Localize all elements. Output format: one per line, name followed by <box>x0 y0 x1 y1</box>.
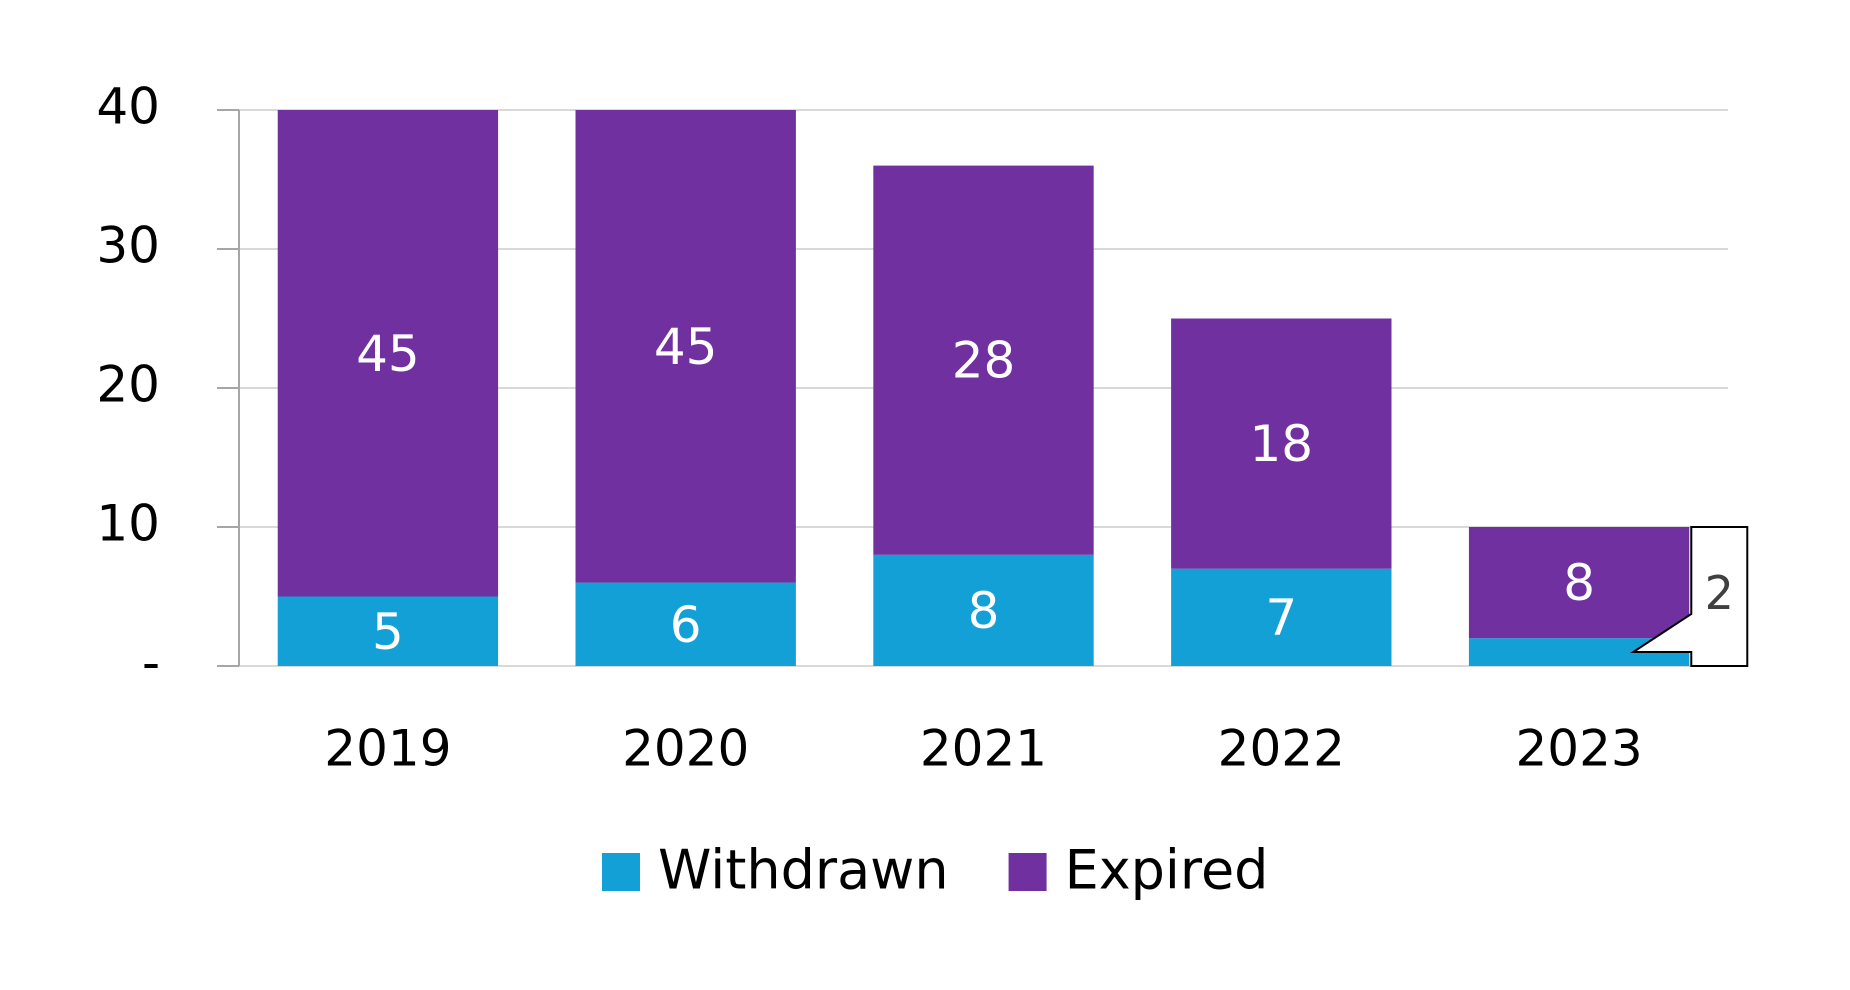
bar-segment <box>873 554 1094 666</box>
x-tick-label: 2022 <box>1218 720 1345 778</box>
callout <box>1629 526 1749 667</box>
x-tick-label: 2021 <box>920 720 1047 778</box>
data-label: 6 <box>670 596 702 654</box>
y-tick-label: 40 <box>96 78 160 136</box>
data-label: 45 <box>356 325 420 383</box>
data-label: 7 <box>1265 589 1297 647</box>
data-label: 28 <box>952 332 1016 390</box>
bar-segment <box>1468 527 1690 639</box>
foreground: -102030402019545202064520218282022718202… <box>96 78 1749 902</box>
legend-label: Withdrawn <box>658 839 949 902</box>
bars <box>277 110 1690 666</box>
y-tick-label: 10 <box>96 495 160 553</box>
bar-segment <box>1171 318 1392 569</box>
bar-segment <box>575 110 796 583</box>
y-tick-label: 30 <box>96 217 160 275</box>
x-tick-label: 2020 <box>622 720 749 778</box>
legend-swatch <box>602 853 640 891</box>
y-tick-label: 20 <box>96 356 160 414</box>
bar-segment <box>277 110 499 597</box>
bar-segment <box>575 582 796 666</box>
legend-swatch <box>1008 853 1047 891</box>
data-label: 18 <box>1249 415 1313 473</box>
bar-segment <box>1171 568 1392 666</box>
legend-label: Expired <box>1065 839 1269 902</box>
data-label: 45 <box>654 318 718 376</box>
bar-segment <box>873 165 1094 555</box>
y-tick-label: - <box>142 634 160 692</box>
x-tick-label: 2019 <box>324 720 451 778</box>
x-tick-label: 2023 <box>1515 720 1642 778</box>
data-label: 2 <box>1705 566 1734 620</box>
data-label: 8 <box>1563 554 1595 612</box>
bar-segment <box>277 596 499 666</box>
data-label: 5 <box>372 603 404 661</box>
data-label: 8 <box>968 582 1000 640</box>
